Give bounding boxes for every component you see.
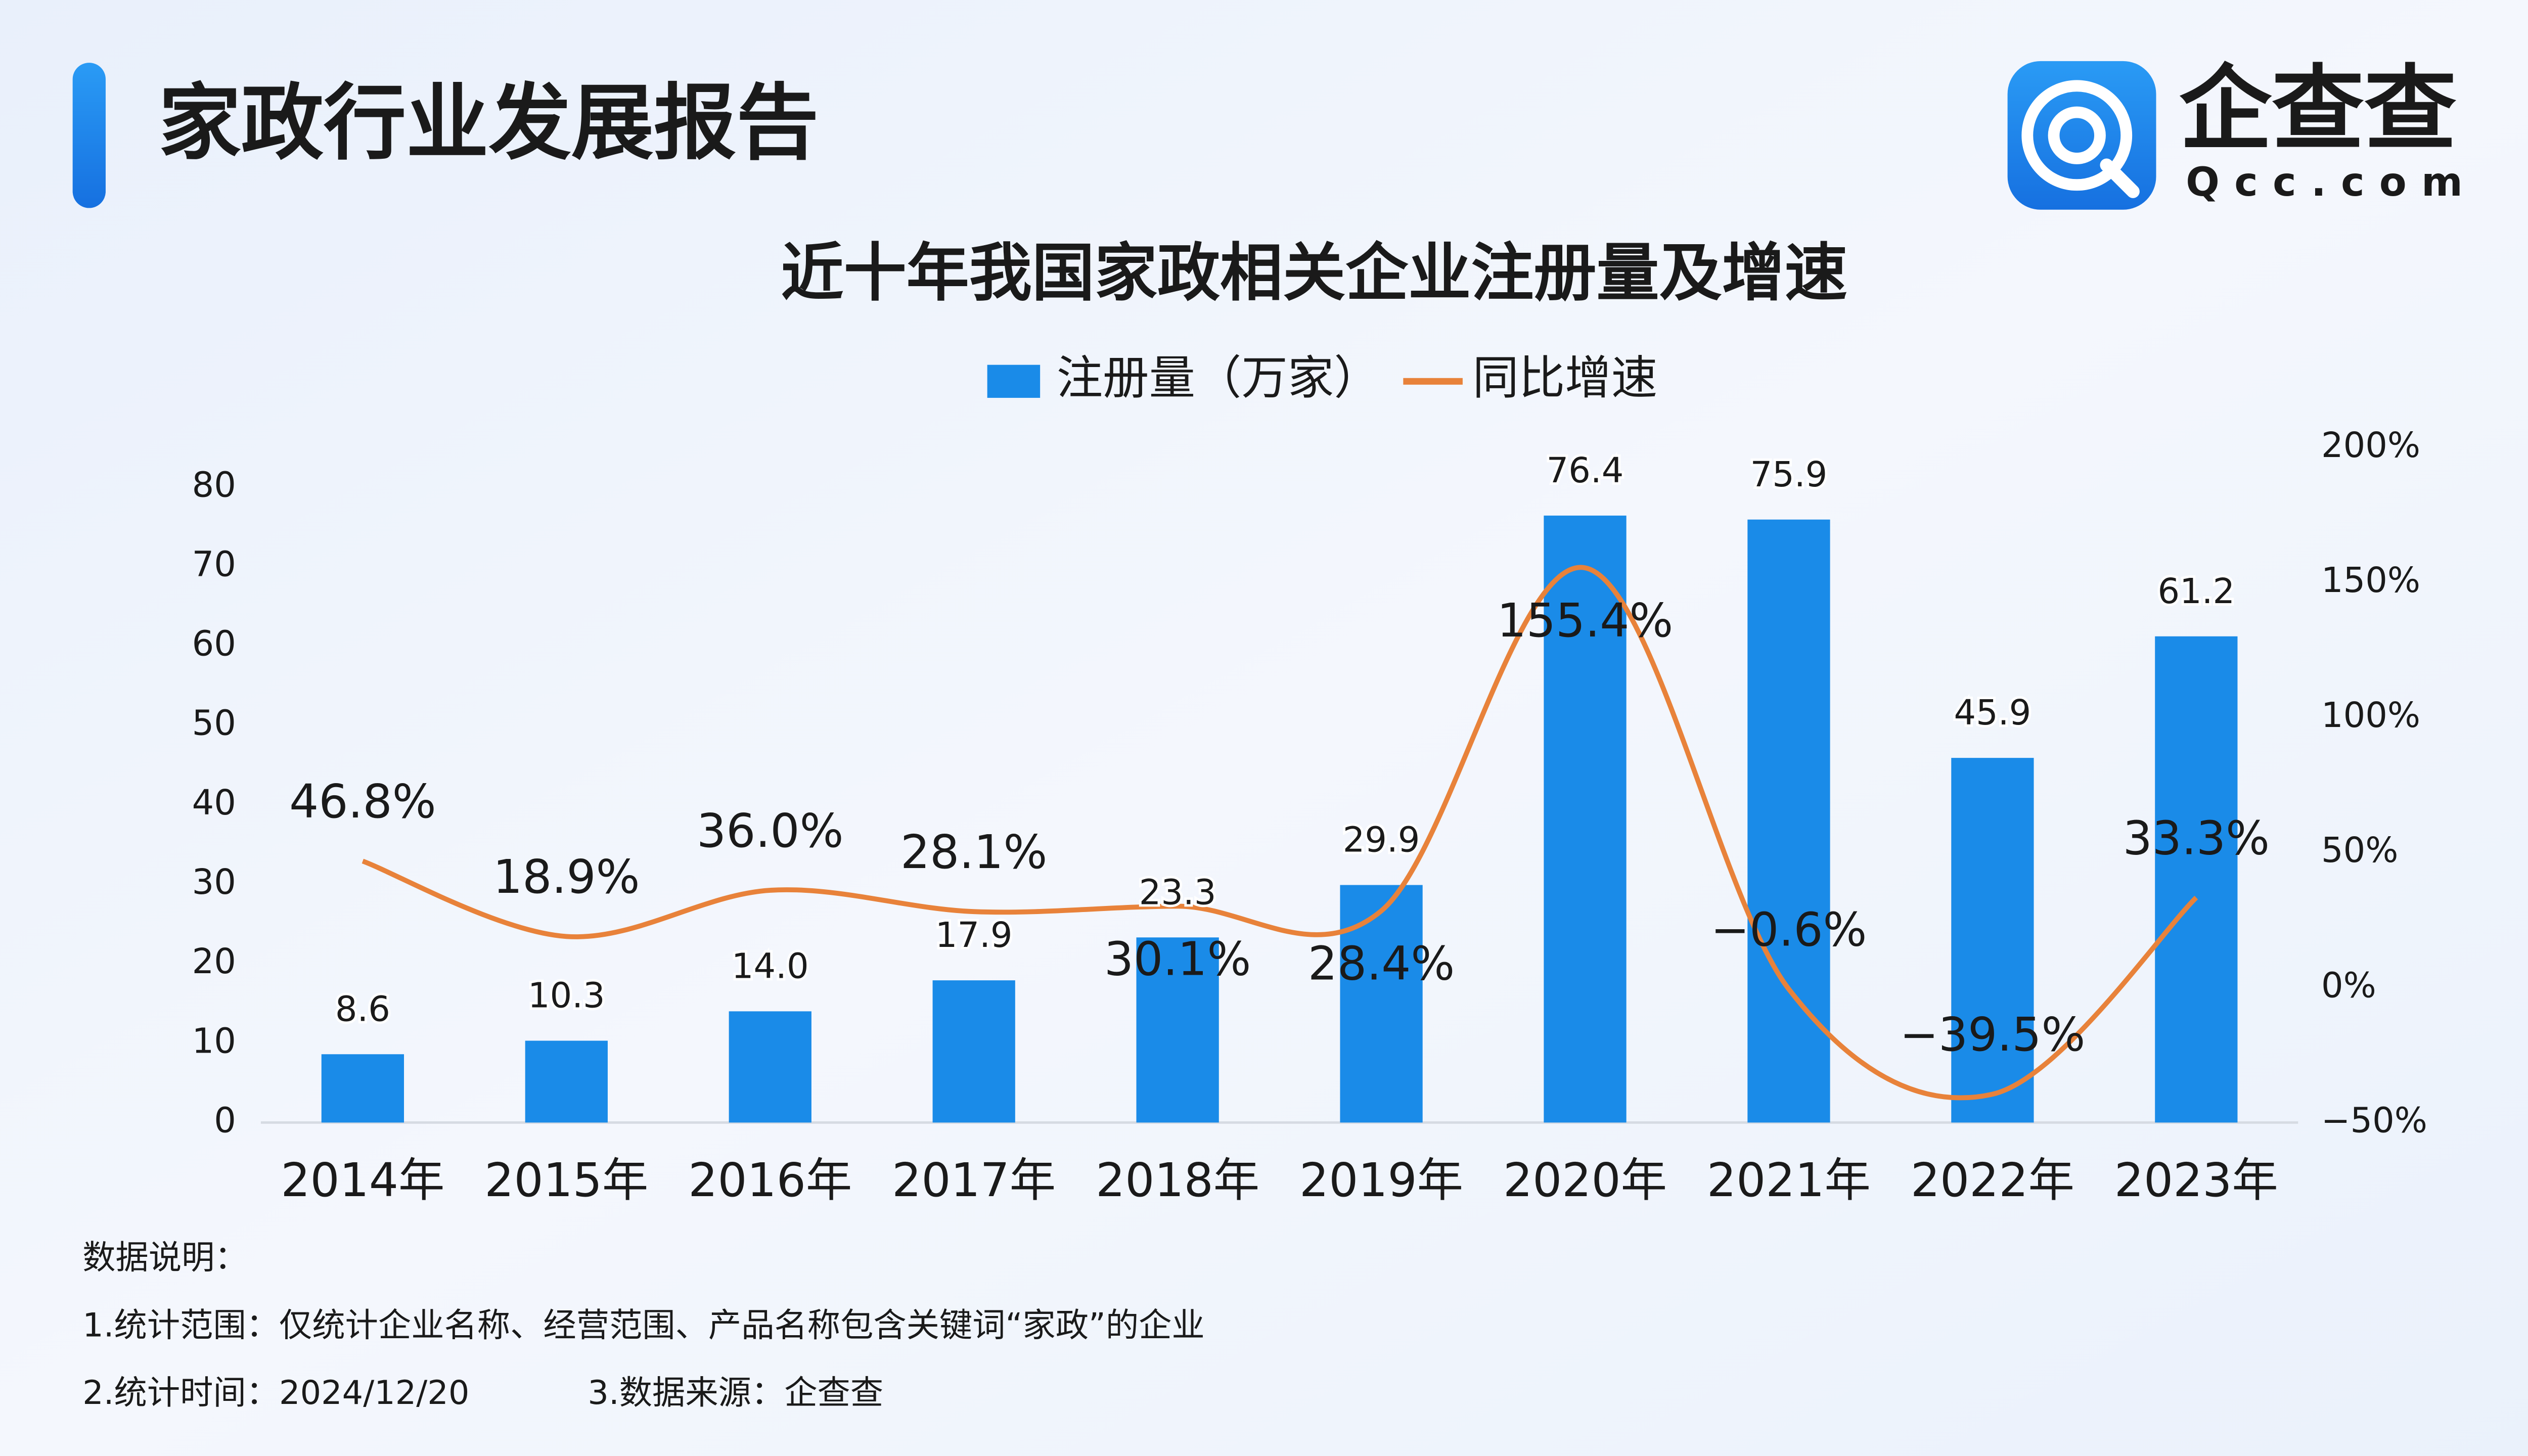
logo-ring [2021,80,2133,191]
data-label: 14.0 [732,946,809,987]
line [362,565,2198,1101]
data-label: 23.3 [1139,872,1216,913]
x-tick-label: 2015年 [484,1153,648,1207]
logo-domain: Qcc.com [2186,159,2477,205]
bar [525,1040,608,1123]
data-label: 8.6 [335,989,390,1029]
data-label: 18.9% [493,850,640,904]
data-label: −0.6% [1711,902,1867,957]
bar [1951,758,2034,1123]
y-tick-label: 50 [192,703,236,744]
y-tick-label: 10 [192,1021,236,1061]
x-tick-label: 2019年 [1299,1153,1463,1207]
x-tick-label: 2016年 [688,1153,852,1207]
bar [1136,937,1219,1123]
y2-tick-label: 200% [2321,425,2420,466]
legend-label: 同比增速 [1473,351,1658,405]
y2-tick-label: 50% [2321,830,2398,871]
legend-swatch [987,365,1041,398]
data-label: 29.9 [1343,820,1420,860]
bar [932,980,1015,1123]
x-tick-label: 2014年 [281,1153,444,1207]
note: 2.统计时间：2024/12/20 [82,1374,469,1412]
chart-title: 近十年我国家政相关企业注册量及增速 [781,237,1847,310]
y-tick-label: 30 [192,862,236,902]
bar [321,1054,404,1123]
y-tick-label: 0 [214,1100,236,1141]
y2-tick-label: 100% [2321,695,2420,736]
y2-tick-label: −50% [2321,1100,2427,1141]
header-title: 家政行业发展报告 [158,75,819,171]
bar [1340,885,1423,1123]
y-tick-label: 40 [192,783,236,823]
y2-tick-label: 150% [2321,560,2420,601]
x-tick-label: 2021年 [1707,1153,1871,1207]
logo: 企查查 Qcc.com [2007,56,2477,210]
y-tick-label: 20 [192,941,236,982]
x-tick-label: 2022年 [1911,1153,2074,1207]
data-label: 75.9 [1750,454,1828,495]
logo-name: 企查查 [2179,56,2457,163]
bar [729,1011,811,1123]
data-label: 28.1% [900,825,1047,879]
data-label: 33.3% [2123,811,2270,865]
logo-core [2048,106,2106,164]
x-tick-label: 2020年 [1503,1153,1667,1207]
logo-handle [2100,158,2140,198]
y-tick-label: 70 [192,544,236,584]
bar [1544,515,1627,1123]
data-label: 45.9 [1954,693,2032,733]
data-label: 30.1% [1104,932,1251,986]
y-tick-label: 80 [192,465,236,505]
x-tick-label: 2018年 [1096,1153,1259,1207]
data-label: 36.0% [697,804,843,858]
data-label: 76.4 [1547,450,1624,491]
legend-label: 注册量（万家） [1057,351,1380,405]
note: 1.统计范围：仅统计企业名称、经营范围、产品名称包含关键词“家政”的企业 [82,1306,1204,1344]
data-label: 28.4% [1308,937,1455,991]
data-label: −39.5% [1900,1008,2085,1062]
data-label: 61.2 [2158,571,2235,612]
y2-tick-label: 0% [2321,965,2376,1006]
note: 3.数据来源：企查查 [588,1374,883,1412]
data-label: 155.4% [1497,594,1674,648]
data-label: 46.8% [289,775,436,829]
bar [2155,636,2238,1123]
y-tick-label: 60 [192,624,236,664]
notes-heading: 数据说明： [82,1238,248,1277]
x-tick-label: 2017年 [892,1153,1056,1207]
data-label: 17.9 [935,915,1013,956]
bar [1747,519,1830,1123]
header-accent [72,63,106,208]
data-label: 10.3 [528,976,605,1016]
x-tick-label: 2023年 [2114,1153,2278,1207]
